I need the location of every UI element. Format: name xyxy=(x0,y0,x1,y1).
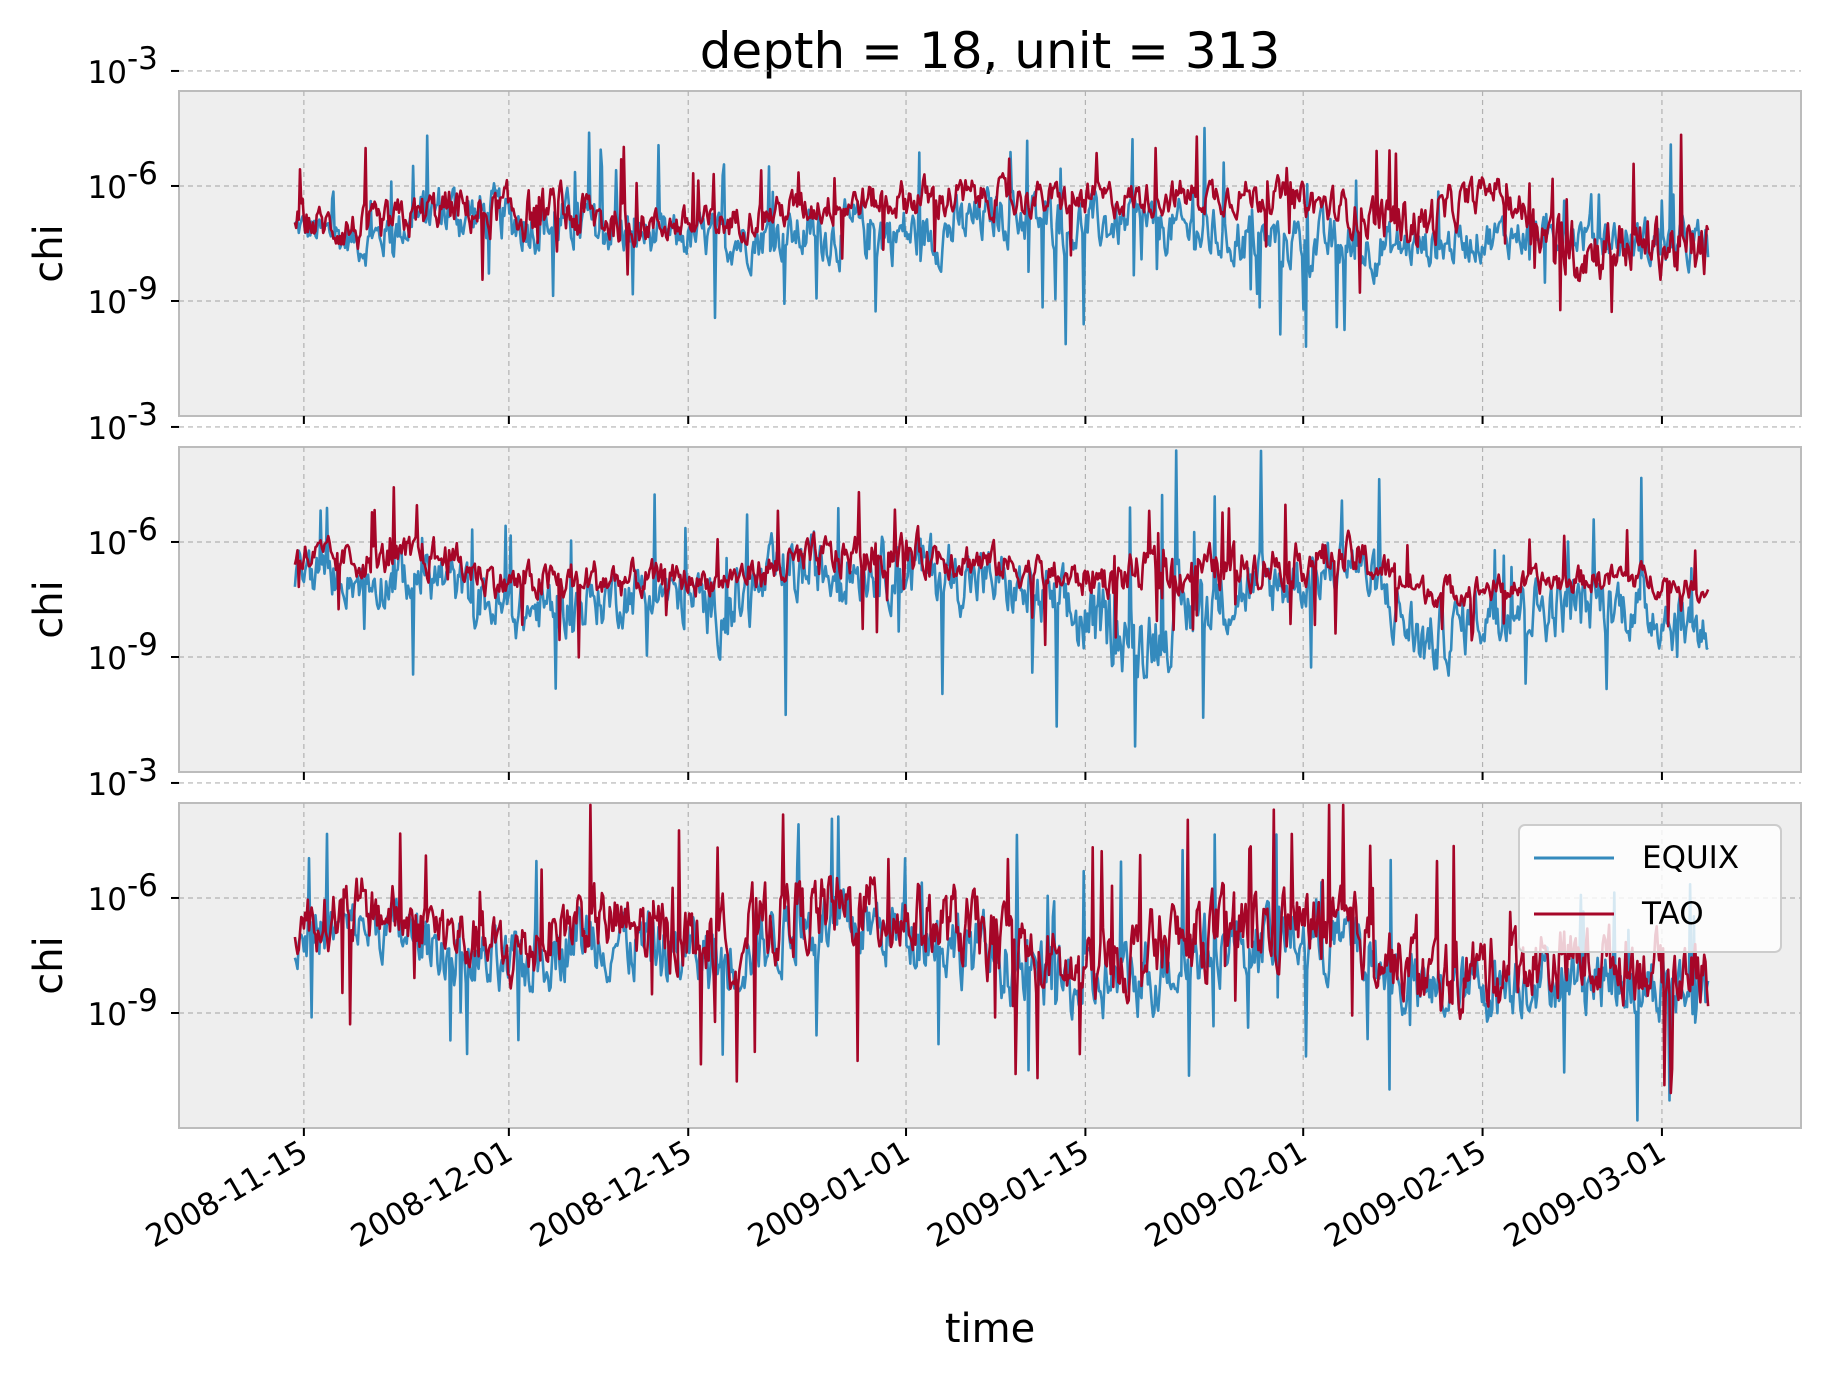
y-tick-exponent-panel-1-1: -6 xyxy=(127,156,158,192)
y-tick-exponent-panel-3-2: -9 xyxy=(127,983,158,1019)
y-tick-label-panel-3-0: 10 xyxy=(88,767,127,803)
series-line-tao-panel-1 xyxy=(293,133,1710,314)
legend-label-tao: TAO xyxy=(1641,896,1704,932)
y-tick-label-panel-2-1: 10 xyxy=(88,526,127,562)
series-line-equix-panel-1 xyxy=(293,126,1710,348)
x-axis-label: time xyxy=(945,1306,1035,1352)
series-line-equix-panel-3 xyxy=(293,815,1710,1122)
y-tick-label-panel-3-2: 10 xyxy=(88,997,127,1033)
y-axis-label-panel-2: chi xyxy=(26,580,72,638)
plot-area-panel-2 xyxy=(178,446,1802,773)
plot-area-panel-1 xyxy=(178,90,1802,417)
y-axis-label-panel-3: chi xyxy=(26,936,72,994)
legend: EQUIX TAO xyxy=(1518,824,1782,953)
series-line-tao-panel-3 xyxy=(293,803,1710,1095)
y-tick-exponent-panel-2-2: -9 xyxy=(127,627,158,663)
y-tick-label-panel-1-0: 10 xyxy=(88,55,127,91)
y-tick-exponent-panel-1-0: -3 xyxy=(127,41,158,77)
y-tick-label-panel-3-1: 10 xyxy=(88,882,127,918)
y-tick-label-panel-2-0: 10 xyxy=(88,411,127,447)
chart-title: depth = 18, unit = 313 xyxy=(700,22,1281,80)
y-tick-exponent-panel-2-1: -6 xyxy=(127,512,158,548)
y-tick-label-panel-1-1: 10 xyxy=(88,170,127,206)
y-tick-label-panel-2-2: 10 xyxy=(88,641,127,677)
y-tick-exponent-panel-3-0: -3 xyxy=(127,753,158,789)
series-line-tao-panel-2 xyxy=(293,485,1710,659)
y-tick-exponent-panel-3-1: -6 xyxy=(127,868,158,904)
y-tick-exponent-panel-1-2: -9 xyxy=(127,271,158,307)
y-tick-exponent-panel-2-0: -3 xyxy=(127,397,158,433)
y-axis-label-panel-1: chi xyxy=(26,224,72,282)
y-tick-label-panel-1-2: 10 xyxy=(88,285,127,321)
legend-label-equix: EQUIX xyxy=(1642,840,1739,876)
